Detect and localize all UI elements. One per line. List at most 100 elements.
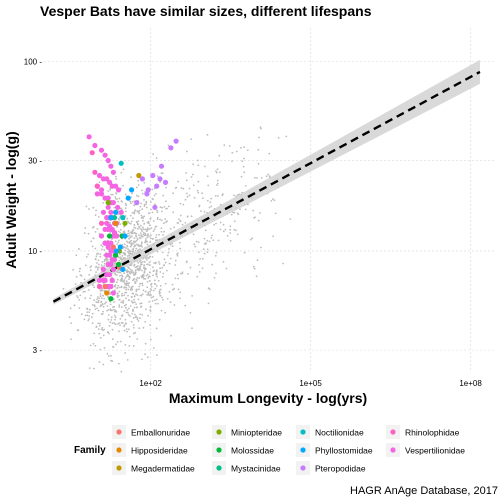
background-point xyxy=(186,192,188,195)
background-point xyxy=(149,293,152,296)
background-point xyxy=(144,353,146,356)
legend-label: Miniopteridae xyxy=(231,428,282,438)
background-point xyxy=(143,264,146,267)
background-point xyxy=(79,267,81,270)
background-point xyxy=(244,185,247,187)
background-point xyxy=(125,328,128,330)
background-point xyxy=(143,234,146,237)
background-point xyxy=(156,250,159,253)
background-point xyxy=(147,256,149,259)
background-point xyxy=(133,212,136,215)
legend-label: Vespertilionidae xyxy=(405,446,465,456)
background-point xyxy=(236,212,239,215)
background-point xyxy=(166,298,169,300)
background-point xyxy=(176,254,179,257)
background-point xyxy=(161,206,164,209)
background-point xyxy=(173,287,176,290)
data-point xyxy=(108,209,114,215)
background-point xyxy=(142,226,144,229)
background-point xyxy=(233,220,236,223)
background-point xyxy=(82,291,85,293)
data-point xyxy=(94,183,100,189)
background-point xyxy=(152,230,155,233)
background-point xyxy=(131,200,134,203)
background-point xyxy=(136,306,139,309)
background-point xyxy=(74,283,77,285)
background-point xyxy=(91,322,94,324)
background-point xyxy=(180,272,182,275)
background-point xyxy=(121,314,124,317)
x-axis-ticks: 1e+02 1e+05 1e+08 xyxy=(139,379,482,388)
background-point xyxy=(125,247,128,250)
background-point xyxy=(117,230,120,233)
background-point xyxy=(84,264,87,267)
background-point xyxy=(179,219,182,222)
background-point xyxy=(222,193,224,196)
background-point xyxy=(204,165,206,168)
background-point xyxy=(121,277,124,280)
background-point xyxy=(225,267,228,270)
background-point xyxy=(133,237,136,240)
background-point xyxy=(149,306,152,308)
background-point xyxy=(115,175,117,178)
background-point xyxy=(121,275,124,278)
background-point xyxy=(222,223,225,226)
legend-key-marker xyxy=(216,447,222,453)
data-point xyxy=(113,252,119,258)
background-point xyxy=(151,188,154,191)
background-point xyxy=(139,205,142,208)
background-point xyxy=(95,301,98,303)
background-point xyxy=(144,342,147,345)
background-point xyxy=(97,322,99,325)
background-point xyxy=(141,284,144,287)
background-point xyxy=(156,216,159,219)
background-point xyxy=(145,274,148,277)
background-point xyxy=(98,361,101,363)
background-point xyxy=(133,231,136,234)
background-point xyxy=(115,311,118,313)
background-point xyxy=(176,273,179,276)
background-point xyxy=(210,197,213,200)
background-point xyxy=(144,239,147,242)
legend: Family Emballonuridae Hipposideridae Megad… xyxy=(72,419,472,475)
data-point xyxy=(94,191,100,197)
background-point xyxy=(103,297,105,300)
data-point xyxy=(105,244,111,250)
series-noctilionidae xyxy=(118,160,126,221)
background-point xyxy=(118,306,121,308)
background-point xyxy=(152,198,155,201)
background-point xyxy=(159,218,161,221)
background-point xyxy=(135,288,138,291)
data-point xyxy=(120,266,126,272)
legend-entry: Emballonuridae xyxy=(112,425,190,439)
background-point xyxy=(142,326,145,329)
background-point xyxy=(130,253,132,256)
background-point xyxy=(141,208,144,211)
background-point xyxy=(124,344,127,346)
background-point xyxy=(139,232,142,235)
background-point xyxy=(116,296,119,299)
legend-entry: Noctilionidae xyxy=(296,425,364,439)
background-point xyxy=(103,328,106,331)
background-point xyxy=(142,275,144,277)
background-point xyxy=(226,235,229,237)
background-point xyxy=(134,271,137,274)
background-point xyxy=(132,345,135,347)
background-point xyxy=(170,334,172,337)
background-point xyxy=(190,176,193,178)
background-point xyxy=(243,251,246,254)
background-point xyxy=(207,302,210,305)
background-point xyxy=(136,316,139,319)
background-point xyxy=(176,253,178,256)
data-point xyxy=(105,204,111,210)
background-point xyxy=(157,302,159,305)
background-point xyxy=(154,226,157,228)
data-point xyxy=(107,283,113,290)
background-point xyxy=(138,225,140,228)
background-point xyxy=(85,205,88,208)
background-point xyxy=(99,255,102,258)
data-point xyxy=(144,191,150,197)
background-point xyxy=(139,244,142,247)
background-point xyxy=(127,307,130,310)
background-point xyxy=(128,252,130,255)
